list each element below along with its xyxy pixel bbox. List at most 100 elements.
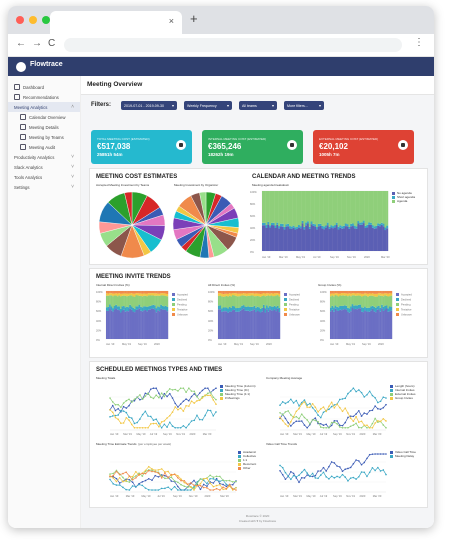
- series-point: [182, 400, 185, 403]
- stacked-bar-segment: [368, 307, 371, 312]
- series-point: [196, 395, 198, 398]
- series-point: [109, 409, 111, 411]
- minimize-window-button[interactable]: [29, 16, 37, 24]
- stacked-bar-segment: [368, 311, 371, 339]
- sidebar-item-productivity-analytics[interactable]: Productivity Analytics ˅: [14, 154, 74, 160]
- stacked-bar-segment: [119, 291, 122, 294]
- series-point: [196, 414, 198, 417]
- series-point: [368, 471, 371, 474]
- stacked-bar-segment: [143, 291, 145, 294]
- stacked-bar-segment: [231, 291, 234, 294]
- sidebar-item-settings[interactable]: Settings ˅: [14, 184, 74, 190]
- series-point: [368, 390, 371, 393]
- series-point: [317, 477, 319, 480]
- legend-item: Meeting Delay: [390, 454, 416, 458]
- legend-item: Internal Invites: [390, 388, 416, 392]
- series-point: [182, 425, 185, 427]
- new-tab-button[interactable]: +: [190, 11, 198, 26]
- stacked-bar-segment: [155, 291, 158, 294]
- calendar-section-title: CALENDAR AND MEETING TRENDS: [252, 174, 356, 180]
- stacked-bar-segment: [126, 291, 128, 294]
- series-point: [347, 467, 349, 470]
- forward-icon[interactable]: →: [32, 38, 42, 49]
- legend-label: Accepted: [177, 293, 188, 297]
- stacked-bar-segment: [225, 291, 228, 294]
- address-bar[interactable]: [64, 38, 402, 52]
- series-point: [183, 479, 186, 482]
- series-point: [186, 483, 189, 486]
- sidebar-item-calendar-overview[interactable]: Calendar Overview: [8, 112, 80, 122]
- browser-tab[interactable]: ×: [50, 11, 182, 34]
- stacked-bar-segment: [219, 295, 222, 306]
- stacked-bar-segment: [276, 295, 279, 306]
- series-point: [231, 481, 234, 483]
- stacked-bar-segment: [336, 295, 338, 307]
- stacked-bar-segment: [109, 295, 111, 305]
- series-point: [207, 387, 209, 389]
- series-point: [209, 482, 211, 484]
- series-point: [328, 465, 330, 468]
- series-point: [341, 473, 344, 476]
- stacked-bar-segment: [326, 225, 329, 251]
- series-point: [177, 489, 179, 491]
- stacked-bar-segment: [373, 191, 376, 227]
- teams-filter[interactable]: All teams ▾: [239, 101, 277, 110]
- more-filters-button[interactable]: More filters... ▾: [284, 101, 324, 110]
- series-point: [155, 387, 158, 389]
- series-point: [366, 475, 368, 478]
- sidebar-item-dashboard[interactable]: Dashboard: [8, 82, 80, 92]
- series-point: [202, 483, 205, 486]
- sidebar-item-meeting-by-teams[interactable]: Meeting by Teams: [8, 132, 80, 142]
- chevron-down-icon: ˅: [71, 174, 74, 180]
- sidebar-item-recommendations[interactable]: Recommendations: [8, 92, 80, 102]
- stacked-bar-segment: [272, 191, 275, 223]
- series-point: [173, 480, 176, 482]
- series-point: [377, 453, 379, 455]
- stacked-bar-segment: [367, 291, 369, 294]
- stacked-bar-segment: [269, 309, 271, 339]
- reload-icon[interactable]: C: [48, 38, 56, 49]
- stacked-bar-segment: [239, 291, 242, 294]
- stacked-bar-segment: [310, 221, 313, 225]
- close-window-button[interactable]: [16, 16, 24, 24]
- invite-section-title: MEETING INVITE TRENDS: [96, 274, 171, 280]
- stacked-bar-segment: [113, 293, 116, 296]
- teams-pie-chart: [98, 191, 166, 259]
- stacked-bar-segment: [357, 221, 360, 224]
- series-point: [352, 424, 355, 426]
- series-point: [139, 398, 141, 401]
- series-point: [152, 419, 155, 422]
- date-range-filter[interactable]: 2019-07-01 - 2019-09-30 ▾: [121, 101, 177, 110]
- stacked-bar-segment: [347, 293, 349, 297]
- stacked-bar-segment: [118, 310, 121, 339]
- stacked-bar-segment: [359, 222, 362, 225]
- browser-menu-icon[interactable]: ⋮: [414, 37, 424, 48]
- series-point: [379, 408, 382, 411]
- tab-close-icon[interactable]: ×: [168, 16, 174, 26]
- series-point: [193, 487, 195, 490]
- stacked-bar-segment: [370, 306, 373, 311]
- sidebar-item-tools-analytics[interactable]: Tools Analytics ˅: [14, 174, 74, 180]
- stacked-bar-segment: [278, 226, 281, 229]
- frequency-filter[interactable]: Weekly Frequency ▾: [184, 101, 232, 110]
- sidebar-item-meeting-audit[interactable]: Meeting Audit: [8, 142, 80, 152]
- sidebar-item-meeting-details[interactable]: Meeting Details: [8, 122, 80, 132]
- maximize-window-button[interactable]: [42, 16, 50, 24]
- stacked-bar-segment: [233, 291, 236, 294]
- stacked-bar-segment: [218, 305, 220, 310]
- sidebar-item-meeting-analytics[interactable]: Meeting Analytics ˄: [8, 102, 80, 112]
- stacked-bar-segment: [158, 307, 161, 312]
- stacked-bar-segment: [347, 291, 349, 294]
- series-point: [131, 481, 134, 484]
- stacked-bar-segment: [348, 312, 351, 339]
- stacked-bar-segment: [294, 191, 297, 228]
- x-tick-label: Jan '19: [110, 432, 119, 436]
- series-point: [212, 415, 215, 417]
- stacked-bar-segment: [107, 295, 110, 307]
- series-point: [385, 397, 387, 399]
- sidebar-item-slack-analytics[interactable]: Slack Analytics ˅: [14, 164, 74, 170]
- series-point: [185, 404, 187, 407]
- stacked-bar-segment: [130, 309, 133, 339]
- x-tick-label: May '19: [296, 255, 306, 259]
- back-icon[interactable]: ←: [16, 38, 26, 49]
